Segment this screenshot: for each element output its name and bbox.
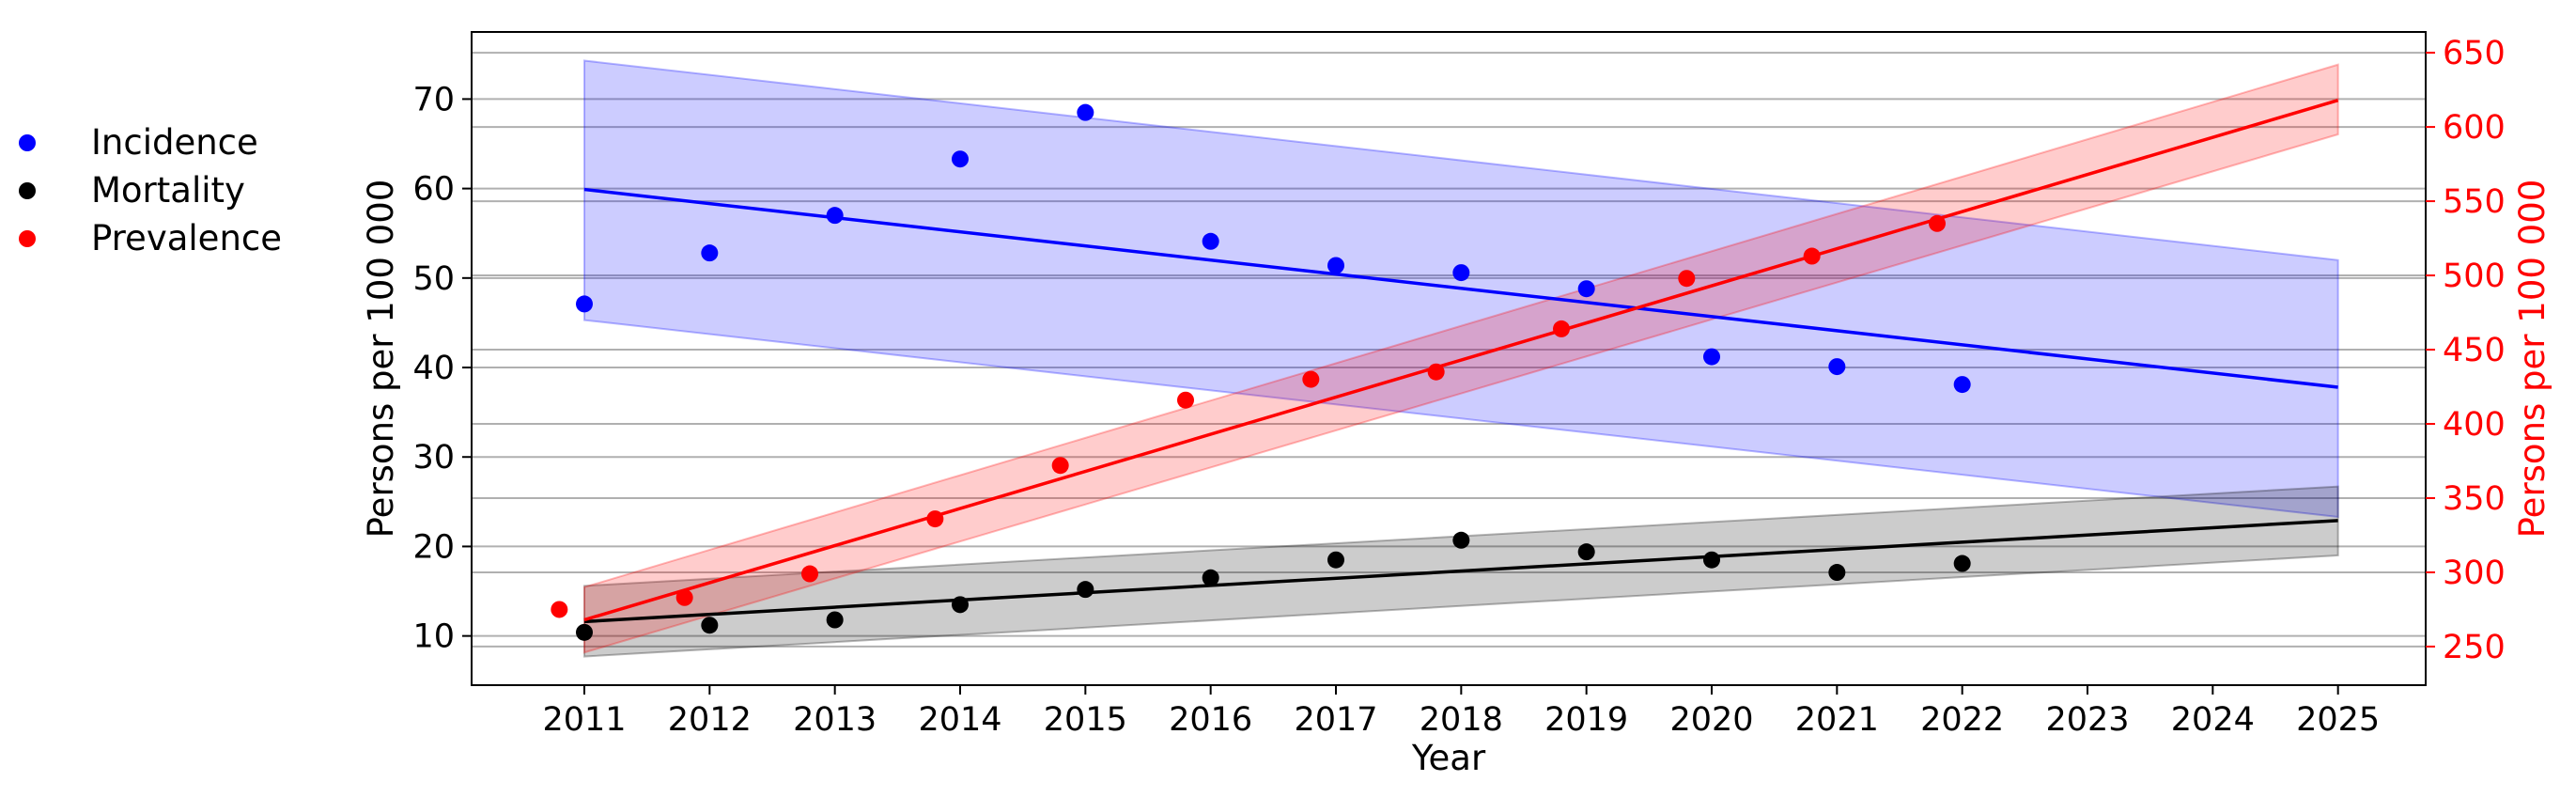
x-tick-label: 2011 [542, 701, 626, 739]
right-y-tick-label: 400 [2443, 406, 2506, 444]
x-tick-label: 2020 [1669, 701, 1753, 739]
left-y-tick-label: 50 [412, 260, 455, 298]
right-y-axis-title: Persons per 100 000 [2512, 180, 2553, 539]
legend-label-prevalence: Prevalence [91, 218, 282, 258]
x-axis-title: Year [1411, 738, 1486, 778]
legend-label-incidence: Incidence [91, 122, 258, 163]
prevalence-point [1051, 457, 1069, 475]
right-y-tick-label: 600 [2443, 109, 2506, 147]
x-tick-label: 2018 [1420, 701, 1503, 739]
incidence-point [1703, 348, 1720, 366]
prevalence-point [926, 510, 944, 528]
prevalence-point [1177, 391, 1194, 409]
right-y-tick-label: 550 [2443, 183, 2506, 221]
mortality-point [1077, 581, 1094, 599]
prevalence-point [1678, 270, 1696, 288]
mortality-point [1703, 551, 1720, 569]
left-y-tick-label: 60 [412, 171, 455, 209]
incidence-point [1828, 358, 1846, 376]
left-y-tick-label: 20 [412, 528, 455, 566]
incidence-point [1202, 232, 1219, 250]
x-tick-label: 2013 [793, 701, 877, 739]
plot-area-frame [471, 31, 2427, 686]
x-tick-label: 2024 [2171, 701, 2255, 739]
prevalence-point [551, 601, 568, 618]
right-y-tick-label: 500 [2443, 258, 2506, 295]
incidence-point [952, 150, 969, 168]
prevalence-trend-line [583, 98, 2339, 622]
left-y-tick-label: 30 [412, 439, 455, 477]
mortality-point [952, 596, 969, 614]
mortality-point [1953, 555, 1971, 572]
legend-marker-mortality [19, 182, 36, 199]
incidence-point [1577, 280, 1595, 298]
legend-marker-incidence [19, 134, 36, 151]
right-y-tick-label: 300 [2443, 555, 2506, 592]
data-points [551, 103, 1971, 641]
incidence-point [1953, 376, 1971, 394]
x-tick-label: 2015 [1044, 701, 1127, 739]
right-y-tick-label: 250 [2443, 629, 2506, 666]
x-tick-label: 2022 [1920, 701, 2004, 739]
incidence-point [1327, 257, 1344, 274]
mortality-point [1202, 569, 1219, 586]
left-y-axis-title: Persons per 100 000 [361, 180, 401, 539]
right-y-tick-label: 450 [2443, 332, 2506, 369]
x-tick-label: 2017 [1294, 701, 1377, 739]
mortality-point [1828, 564, 1846, 582]
left-y-tick-label: 10 [412, 618, 455, 656]
prevalence-point [1803, 247, 1821, 265]
prevalence-point [1302, 370, 1320, 388]
incidence-point [826, 207, 844, 225]
legend: Incidence Mortality Prevalence [19, 122, 282, 258]
left-y-tick-label: 70 [412, 81, 455, 118]
right-y-tick-label: 350 [2443, 480, 2506, 518]
left-y-tick-label: 40 [412, 350, 455, 387]
x-tick-label: 2025 [2296, 701, 2380, 739]
incidence-point [576, 295, 593, 313]
mortality-point [1577, 543, 1595, 561]
incidence-point [1077, 103, 1094, 121]
x-tick-label: 2014 [918, 701, 1001, 739]
x-tick-label: 2016 [1169, 701, 1252, 739]
mortality-point [1452, 531, 1470, 549]
x-tick-label: 2023 [2045, 701, 2129, 739]
prevalence-point [801, 565, 818, 583]
mortality-point [826, 611, 844, 629]
prevalence-point [675, 588, 693, 606]
prevalence-point [1553, 320, 1570, 337]
legend-marker-prevalence [19, 230, 36, 247]
prevalence-point [1427, 363, 1445, 381]
right-y-tick-label: 650 [2443, 35, 2506, 72]
mortality-point [576, 623, 593, 641]
x-tick-label: 2019 [1544, 701, 1628, 739]
mortality-point [701, 617, 719, 634]
prevalence-point [1929, 214, 1946, 232]
trend-lines [583, 98, 2339, 624]
legend-label-mortality: Mortality [91, 170, 245, 211]
x-tick-label: 2012 [668, 701, 752, 739]
mortality-point [1327, 551, 1344, 569]
incidence-point [701, 244, 719, 262]
x-tick-label: 2021 [1795, 701, 1879, 739]
incidence-point [1452, 264, 1470, 282]
axes: 10 20 30 40 50 60 70 250 300 350 400 450 500 550 600 65… [412, 35, 2505, 739]
gridlines [472, 52, 2426, 648]
incidence-trend-line [583, 187, 2338, 389]
mortality-trend-line [583, 519, 2338, 624]
